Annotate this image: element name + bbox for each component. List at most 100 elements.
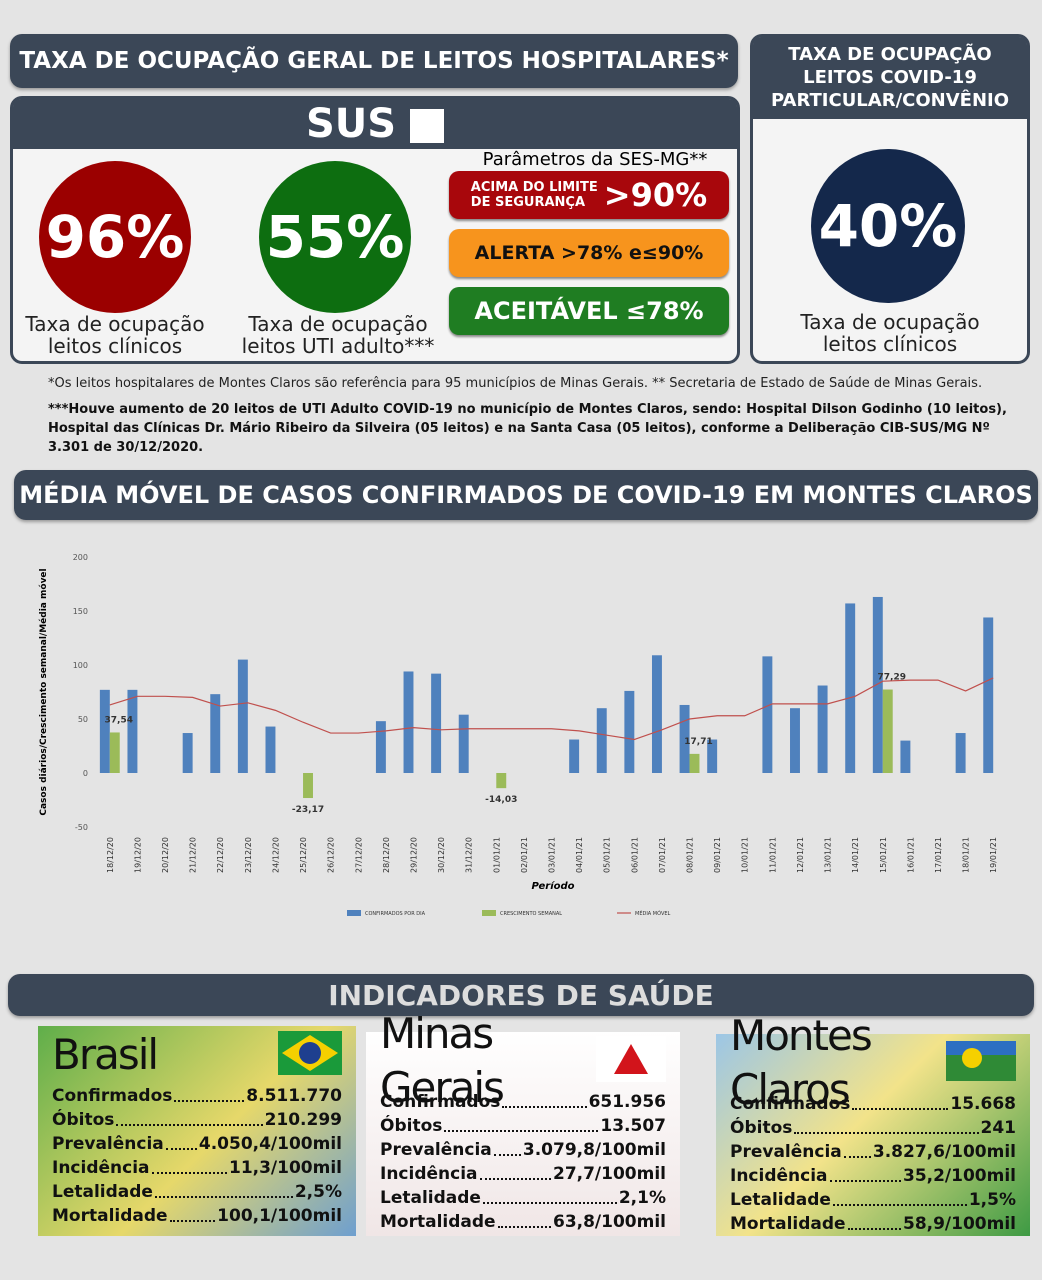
indicator-value: 2,1% [618,1188,666,1208]
x-tick-label: 06/01/21 [630,837,639,873]
x-tick-label: 21/12/20 [189,837,198,873]
indicator-value: 100,1/100mil [217,1206,342,1226]
y-tick-label: 150 [73,607,88,616]
sus-logo: SUS [305,101,397,147]
x-tick-label: 14/01/21 [851,837,860,873]
caption-line: Taxa de ocupação [800,310,980,334]
indicator-value: 8.511.770 [246,1086,342,1106]
indicator-row: Letalidade 1,5% [730,1188,1016,1212]
bar [790,708,800,773]
flag [946,1041,1016,1085]
indicator-row: Letalidade 2,1% [380,1186,666,1210]
indicator-label: Incidência [52,1158,150,1178]
x-tick-label: 16/01/21 [906,837,915,873]
bar [237,659,248,773]
indicator-row: Óbitos 241 [730,1116,1016,1140]
bar [99,689,110,773]
indicator-row: Confirmados 651.956 [380,1090,666,1114]
bar [900,740,911,773]
indicator-value: 13.507 [600,1116,666,1136]
caption-line: leitos clínicos [47,334,183,358]
x-tick-label: 26/12/20 [327,837,336,873]
legend-swatch [347,910,361,916]
bar [762,656,773,773]
param-high: ACIMA DO LIMITE DE SEGURANÇA >90% [449,171,729,219]
x-tick-label: 09/01/21 [713,837,722,873]
indicator-value: 2,5% [294,1182,342,1202]
x-tick-label: 19/01/21 [989,837,998,873]
clinical-circle: 96% [39,161,191,313]
x-tick-label: 12/01/21 [796,837,805,873]
bar [679,704,690,773]
bar [596,708,607,773]
bar [458,714,469,773]
x-tick-label: 01/01/21 [492,837,501,873]
data-label: 17,71 [684,737,712,747]
indicator-value: 1,5% [968,1190,1016,1210]
caption-line: Taxa de ocupação [25,312,205,336]
title-line: PARTICULAR/CONVÊNIO [770,90,1010,111]
dots [479,1162,551,1180]
indicator-row: Mortalidade 100,1/100mil [52,1204,342,1228]
caption-line: leitos clínicos [822,332,958,356]
x-tick-label: 28/12/20 [382,837,391,873]
param-value: >90% [603,176,708,214]
flag [596,1036,666,1086]
bar [210,694,221,773]
x-tick-label: 02/01/21 [520,837,529,873]
panel-header: Montes Claros [730,1011,1016,1114]
icu-caption: Taxa de ocupação leitos UTI adulto*** [233,313,443,357]
bar [845,603,856,773]
sus-box: SUS 96% Taxa de ocupação leitos clínicos … [10,96,740,364]
x-tick-label: 20/12/20 [161,837,170,873]
panel-header: Minas Gerais [380,1009,666,1112]
indicator-value: 11,3/100mil [228,1158,342,1178]
indicator-row: Prevalência 3.827,6/100mil [730,1140,1016,1164]
y-tick-label: 50 [78,715,88,724]
bar [872,596,883,773]
x-tick-label: 04/01/21 [575,837,584,873]
dots [794,1116,979,1134]
dots [444,1114,599,1132]
x-tick-label: 15/01/21 [879,837,888,873]
dots [165,1132,197,1150]
param-ok: ACEITÁVEL ≤78% [449,287,729,335]
data-label: -14,03 [485,795,517,805]
line [109,677,994,741]
bar [109,732,120,773]
x-tick-label: 18/12/20 [106,837,115,873]
indicator-label: Incidência [380,1164,478,1184]
bar [983,617,994,773]
flag [278,1031,342,1079]
dots [482,1186,617,1204]
note: *Os leitos hospitalares de Montes Claros… [48,376,983,391]
bar [955,733,966,773]
x-tick-label: 30/12/20 [437,837,446,873]
x-tick-label: 13/01/21 [824,837,833,873]
dots [829,1164,901,1182]
dots [852,1092,949,1110]
dots [847,1212,901,1230]
caption-line: Taxa de ocupação [248,312,428,336]
indicator-panel: Montes Claros Confirmados 15.668 Óbitos 241 P… [716,1011,1030,1236]
dots [497,1210,551,1228]
indicator-row: Confirmados 15.668 [730,1092,1016,1116]
private-caption: Taxa de ocupação leitos clínicos [763,311,1017,355]
y-tick-label: 100 [73,661,88,670]
indicator-label: Letalidade [380,1188,481,1208]
occupancy-title: TAXA DE OCUPAÇÃO GERAL DE LEITOS HOSPITA… [10,34,738,88]
dots [843,1140,871,1158]
bar [496,773,507,789]
x-tick-label: 10/01/21 [741,837,750,873]
dots [502,1090,587,1108]
caption-line: leitos UTI adulto*** [241,334,435,358]
indicator-row: Confirmados 8.511.770 [52,1084,342,1108]
sus-header: SUS [13,99,737,149]
indicator-label: Prevalência [730,1142,842,1162]
dots [116,1108,263,1126]
indicator-row: Óbitos 210.299 [52,1108,342,1132]
legend-swatch [482,910,496,916]
indicator-label: Mortalidade [730,1214,846,1234]
x-tick-label: 11/01/21 [768,837,777,873]
x-tick-label: 29/12/20 [409,837,418,873]
